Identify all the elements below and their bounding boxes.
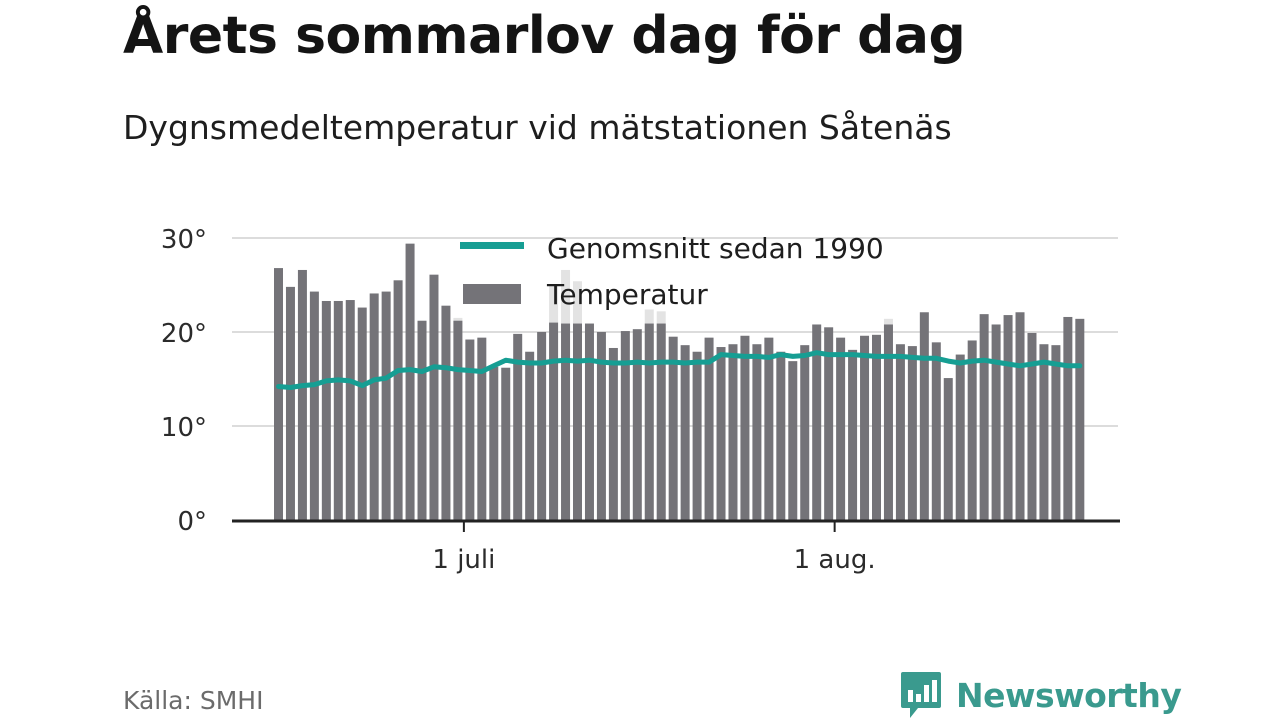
temperature-bar <box>489 366 499 520</box>
temperature-bar <box>776 351 786 520</box>
temperature-bar <box>788 361 798 520</box>
temperature-bar <box>656 323 666 520</box>
temperature-bar <box>668 336 678 520</box>
legend-line-label: Genomsnitt sedan 1990 <box>547 232 884 265</box>
average-line <box>276 350 1083 390</box>
temperature-bar <box>285 286 295 520</box>
temperature-bar <box>692 351 702 520</box>
temperature-bar <box>441 305 451 520</box>
temperature-bar <box>537 332 547 520</box>
temperature-bar <box>1003 315 1013 520</box>
temperature-bar <box>836 337 846 520</box>
temperature-bar <box>381 291 391 520</box>
temperature-bar <box>883 324 893 520</box>
temperature-bar <box>501 367 511 520</box>
temperature-bar <box>321 300 331 520</box>
temperature-bar <box>991 324 1001 520</box>
temperature-bar <box>393 280 403 520</box>
temperature-bar <box>680 345 690 520</box>
chart-subtitle: Dygnsmedeltemperatur vid mätstationen Så… <box>123 108 952 147</box>
temperature-bar <box>345 300 355 520</box>
newsworthy-logo-icon <box>901 672 941 718</box>
temperature-bar <box>369 293 379 520</box>
temperature-bar <box>417 320 427 520</box>
legend-bar-swatch <box>463 284 521 304</box>
temperature-bar <box>860 335 870 520</box>
source-note: Källa: SMHI <box>123 686 264 715</box>
legend-bar-label: Temperatur <box>546 278 708 311</box>
temperature-bar <box>740 335 750 520</box>
legend: Genomsnitt sedan 1990 Temperatur <box>460 232 884 311</box>
legend-line-swatch <box>460 242 524 249</box>
y-tick-label: 10° <box>161 413 207 443</box>
temperature-bars <box>274 243 1085 520</box>
temperature-bar <box>573 323 582 520</box>
temperature-bar <box>465 339 475 520</box>
temperature-bar <box>429 274 439 520</box>
temperature-bar <box>297 269 307 520</box>
temperature-bar <box>752 344 762 520</box>
temperature-bar <box>513 333 523 520</box>
temperature-bar <box>1075 318 1085 520</box>
temperature-bar <box>309 291 319 520</box>
brand-logo[interactable]: Newsworthy <box>900 670 1182 720</box>
temperature-bar <box>274 268 283 520</box>
temperature-bar <box>584 323 594 520</box>
temperature-bar <box>596 332 606 520</box>
y-tick-label: 20° <box>161 319 207 349</box>
temperature-bar <box>824 327 834 520</box>
y-tick-label: 30° <box>161 225 207 255</box>
temperature-bar <box>549 322 559 520</box>
temperature-bar <box>979 314 989 520</box>
x-tick-label: 1 juli <box>432 545 495 575</box>
temperature-bar <box>477 337 487 520</box>
temperature-bar <box>764 337 774 520</box>
temperature-bar <box>728 344 738 520</box>
temperature-bar <box>895 344 905 520</box>
x-tick-label: 1 aug. <box>794 545 876 575</box>
chart-title: Årets sommarlov dag för dag <box>123 6 966 66</box>
temperature-bar <box>955 354 965 520</box>
temperature-bar <box>919 312 929 520</box>
temperature-bar <box>1063 316 1073 520</box>
temperature-bar <box>333 300 343 520</box>
temperature-bar <box>525 351 535 520</box>
temperature-bar <box>907 346 917 520</box>
temperature-bar <box>872 334 881 520</box>
temperature-bar <box>931 342 941 520</box>
y-tick-label: 0° <box>177 507 207 537</box>
brand-name: Newsworthy <box>956 675 1182 715</box>
temperature-bar <box>405 243 415 520</box>
temperature-bar <box>1039 344 1049 520</box>
temperature-bar <box>644 323 654 520</box>
temperature-bar <box>848 349 858 520</box>
temperature-bar <box>812 324 822 520</box>
temperature-bar <box>608 347 618 520</box>
temperature-bar <box>1051 345 1061 520</box>
temperature-bar <box>716 347 726 520</box>
average-line-path <box>276 350 1083 390</box>
temperature-bar <box>1015 312 1025 520</box>
temperature-bar <box>1027 332 1037 520</box>
temperature-bar <box>967 340 977 520</box>
temperature-bar <box>943 378 953 520</box>
temperature-bar <box>561 323 571 520</box>
temperature-bar <box>704 337 714 520</box>
temperature-bar <box>357 307 367 520</box>
temperature-bar <box>632 329 642 520</box>
temperature-bar <box>453 320 463 520</box>
temperature-bar <box>620 331 630 520</box>
temperature-bar <box>800 345 810 520</box>
axes: 0° 10° 20° 30° 1 juli 1 aug. <box>161 225 1120 575</box>
